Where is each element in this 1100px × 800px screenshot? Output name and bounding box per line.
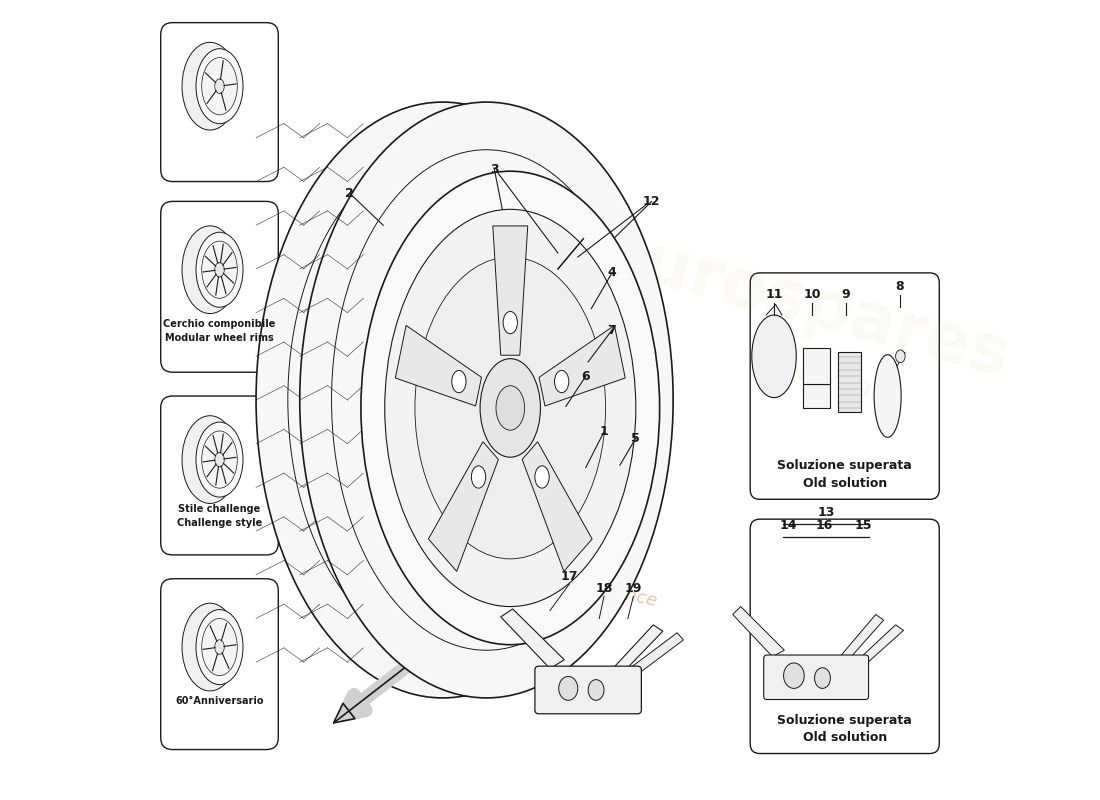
Ellipse shape xyxy=(783,663,804,688)
Ellipse shape xyxy=(452,370,466,393)
FancyBboxPatch shape xyxy=(803,348,830,384)
Text: 9: 9 xyxy=(842,288,850,301)
Polygon shape xyxy=(395,326,482,406)
Text: 8: 8 xyxy=(895,280,904,293)
Text: 5: 5 xyxy=(631,432,640,445)
Text: Modular wheel rims: Modular wheel rims xyxy=(165,333,274,343)
Text: 15: 15 xyxy=(855,519,872,532)
Text: Soluzione superata: Soluzione superata xyxy=(778,714,912,726)
Ellipse shape xyxy=(300,102,673,698)
Text: 3: 3 xyxy=(491,163,498,176)
Text: 6: 6 xyxy=(582,370,590,382)
Polygon shape xyxy=(629,633,683,676)
Text: eurospares: eurospares xyxy=(592,218,1016,391)
Polygon shape xyxy=(860,625,903,665)
Ellipse shape xyxy=(385,210,636,606)
Ellipse shape xyxy=(201,58,238,114)
Polygon shape xyxy=(493,226,528,355)
Text: 7: 7 xyxy=(607,323,616,337)
Text: Soluzione superata: Soluzione superata xyxy=(778,459,912,473)
Polygon shape xyxy=(428,442,498,571)
Polygon shape xyxy=(539,326,625,406)
FancyBboxPatch shape xyxy=(837,352,861,412)
Text: 19: 19 xyxy=(625,582,642,594)
Text: 11: 11 xyxy=(766,288,783,301)
Text: 13: 13 xyxy=(817,506,835,519)
Ellipse shape xyxy=(214,452,224,467)
Ellipse shape xyxy=(588,680,604,700)
Text: Cerchio componibile: Cerchio componibile xyxy=(163,318,276,329)
Text: 16: 16 xyxy=(815,519,833,532)
Text: Old solution: Old solution xyxy=(803,731,887,744)
Polygon shape xyxy=(840,614,883,662)
Ellipse shape xyxy=(751,315,796,398)
Ellipse shape xyxy=(214,79,224,94)
Text: Stile challenge: Stile challenge xyxy=(178,504,261,514)
Ellipse shape xyxy=(472,466,486,488)
FancyBboxPatch shape xyxy=(763,655,869,699)
Ellipse shape xyxy=(895,350,905,362)
Ellipse shape xyxy=(182,42,238,130)
Text: since 1985: since 1985 xyxy=(769,357,903,411)
FancyBboxPatch shape xyxy=(535,666,641,714)
Text: 18: 18 xyxy=(595,582,613,594)
Polygon shape xyxy=(614,625,663,674)
Polygon shape xyxy=(500,609,564,669)
Polygon shape xyxy=(522,442,592,571)
Ellipse shape xyxy=(201,618,238,676)
Text: 4: 4 xyxy=(607,266,616,279)
Ellipse shape xyxy=(361,171,660,645)
Ellipse shape xyxy=(814,668,830,688)
Text: 12: 12 xyxy=(642,195,660,208)
Ellipse shape xyxy=(559,677,578,700)
Ellipse shape xyxy=(182,416,238,503)
Ellipse shape xyxy=(201,241,238,298)
Ellipse shape xyxy=(214,262,224,277)
Ellipse shape xyxy=(535,466,549,488)
Text: Challenge style: Challenge style xyxy=(177,518,262,528)
Ellipse shape xyxy=(503,311,517,334)
Ellipse shape xyxy=(415,257,606,559)
Ellipse shape xyxy=(196,610,243,685)
Text: 14: 14 xyxy=(780,519,798,532)
Ellipse shape xyxy=(214,640,224,654)
Ellipse shape xyxy=(256,102,629,698)
Text: 10: 10 xyxy=(803,288,821,301)
Text: Old solution: Old solution xyxy=(803,477,887,490)
Polygon shape xyxy=(733,606,784,657)
Ellipse shape xyxy=(182,603,238,691)
Ellipse shape xyxy=(874,354,901,438)
Ellipse shape xyxy=(201,431,238,488)
Text: a passion for excellence: a passion for excellence xyxy=(441,547,659,610)
Text: 2: 2 xyxy=(345,187,354,200)
Text: 1: 1 xyxy=(600,426,608,438)
Ellipse shape xyxy=(196,422,243,497)
Ellipse shape xyxy=(196,232,243,307)
Ellipse shape xyxy=(554,370,569,393)
Ellipse shape xyxy=(196,49,243,124)
Ellipse shape xyxy=(496,386,525,430)
FancyBboxPatch shape xyxy=(803,384,830,408)
Text: 60°Anniversario: 60°Anniversario xyxy=(175,696,264,706)
Ellipse shape xyxy=(480,358,540,457)
Text: 17: 17 xyxy=(560,570,578,582)
Ellipse shape xyxy=(182,226,238,314)
